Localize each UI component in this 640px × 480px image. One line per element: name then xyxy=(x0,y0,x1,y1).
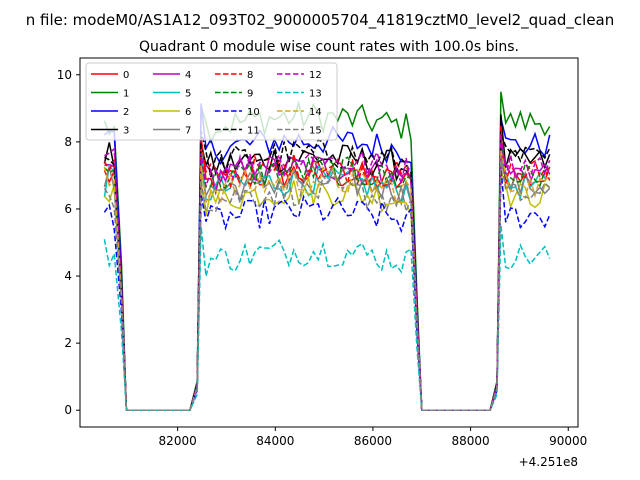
y-tick-label: 10 xyxy=(57,68,72,82)
legend-label-14: 14 xyxy=(309,107,322,118)
legend-label-2: 2 xyxy=(123,107,129,118)
x-tick-label: 90000 xyxy=(549,434,587,448)
legend-label-11: 11 xyxy=(247,126,260,137)
y-tick-label: 8 xyxy=(64,135,72,149)
legend-label-9: 9 xyxy=(247,89,253,100)
y-tick-label: 0 xyxy=(64,403,72,417)
x-tick-label: 88000 xyxy=(451,434,489,448)
legend-label-1: 1 xyxy=(123,89,129,100)
legend-label-13: 13 xyxy=(309,89,322,100)
legend-label-12: 12 xyxy=(309,70,322,81)
y-tick-label: 2 xyxy=(64,336,72,350)
plot-frame xyxy=(79,57,579,428)
legend-label-15: 15 xyxy=(309,126,322,137)
legend-label-7: 7 xyxy=(185,126,191,137)
series-line-4 xyxy=(104,145,551,411)
legend-label-4: 4 xyxy=(185,70,191,81)
series-line-2 xyxy=(103,103,551,411)
series-line-7 xyxy=(103,161,551,411)
legend-label-6: 6 xyxy=(185,107,191,118)
x-offset-label: +4.251e8 xyxy=(519,455,578,469)
x-tick-label: 84000 xyxy=(256,434,294,448)
figure-suptitle: n file: modeM0/AS1A12_093T02_9000005704_… xyxy=(26,11,615,30)
series-line-6 xyxy=(103,170,551,411)
legend-label-0: 0 xyxy=(123,70,129,81)
series-line-15 xyxy=(103,155,551,411)
series-line-10 xyxy=(103,167,551,411)
series-line-8 xyxy=(103,124,551,411)
series-line-5 xyxy=(103,149,550,411)
x-tick-label: 82000 xyxy=(159,434,197,448)
legend-label-10: 10 xyxy=(247,107,260,118)
series-line-3 xyxy=(103,114,551,411)
x-tick-label: 86000 xyxy=(354,434,392,448)
legend-label-5: 5 xyxy=(185,89,191,100)
y-tick-label: 4 xyxy=(64,269,72,283)
series-line-13 xyxy=(103,225,551,411)
chart-title: Quadrant 0 module wise count rates with … xyxy=(139,39,519,55)
y-tick-label: 6 xyxy=(64,202,72,216)
legend-label-3: 3 xyxy=(123,126,129,137)
series-lines xyxy=(103,91,551,411)
legend-label-8: 8 xyxy=(247,70,253,81)
series-line-14 xyxy=(103,150,551,411)
legend-box xyxy=(85,62,338,141)
